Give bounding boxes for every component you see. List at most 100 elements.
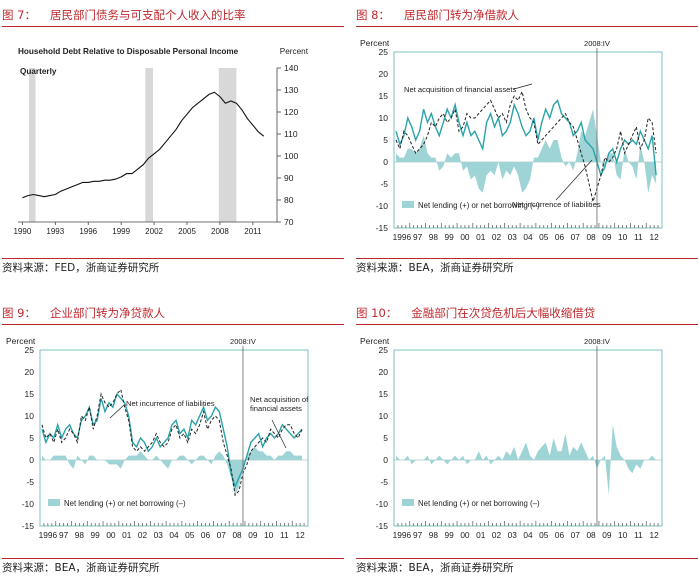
figure-title: 图 7： 居民部门债务与可支配个人收入的比率 bbox=[2, 6, 344, 27]
x-tick-label: 1996 bbox=[39, 530, 58, 540]
x-tick-label: 2005 bbox=[178, 227, 196, 236]
x-tick-label: 05 bbox=[539, 232, 549, 242]
y-tick-label: 25 bbox=[379, 47, 389, 57]
figure-title-text: 居民部门转为净借款人 bbox=[403, 8, 519, 22]
y-tick-label: 70 bbox=[284, 217, 294, 227]
vline-label: 2008:IV bbox=[584, 39, 610, 48]
series-line-debt-to-income bbox=[22, 91, 265, 199]
y-tick-label: 100 bbox=[284, 151, 298, 161]
vline-label: 2008:IV bbox=[584, 337, 610, 346]
x-tick-label: 98 bbox=[429, 530, 439, 540]
y-tick-label: 0 bbox=[383, 455, 388, 465]
x-tick-label: 10 bbox=[264, 530, 274, 540]
y-tick-label: 140 bbox=[284, 63, 298, 73]
x-tick-label: 05 bbox=[185, 530, 195, 540]
y-tick-label: 25 bbox=[379, 345, 389, 355]
figure-title-text: 居民部门债务与可支配个人收入的比率 bbox=[49, 8, 246, 22]
x-tick-label: 99 bbox=[445, 232, 455, 242]
x-tick-label: 2011 bbox=[244, 227, 262, 236]
x-tick-label: 11 bbox=[634, 232, 643, 242]
annotation-label: Net incurrence of liabilities bbox=[512, 200, 601, 209]
x-tick-label: 09 bbox=[248, 530, 258, 540]
x-tick-label: 97 bbox=[413, 530, 423, 540]
y-tick-label: -15 bbox=[376, 521, 389, 531]
x-tick-label: 04 bbox=[169, 530, 179, 540]
x-tick-label: 99 bbox=[445, 530, 455, 540]
x-tick-label: 08 bbox=[586, 530, 596, 540]
figure-source: 资料来源：BEA，浙商证券研究所 bbox=[356, 258, 698, 276]
x-tick-label: 12 bbox=[650, 530, 660, 540]
y-axis-label: Percent bbox=[360, 336, 390, 346]
annotation-arrow bbox=[109, 404, 125, 419]
figure-number: 图 9： bbox=[2, 306, 36, 320]
x-tick-label: 07 bbox=[571, 530, 581, 540]
x-tick-label: 01 bbox=[476, 530, 486, 540]
x-tick-label: 1993 bbox=[46, 227, 64, 236]
series-area-net-lending bbox=[42, 446, 303, 496]
y-tick-label: 20 bbox=[379, 69, 389, 79]
vline-label: 2008:IV bbox=[230, 337, 256, 346]
x-tick-label: 02 bbox=[492, 232, 502, 242]
figure-title: 图 8： 居民部门转为净借款人 bbox=[356, 6, 698, 27]
annotation-arrow bbox=[555, 159, 593, 201]
x-tick-label: 08 bbox=[586, 232, 596, 242]
figure-10-panel: 图 10： 金融部门在次贷危机后大幅收缩借贷 Percent -15 -10 -5 0 5 1… bbox=[356, 304, 698, 580]
annotation-label: Net acquisition of bbox=[250, 395, 309, 404]
figure-number: 图 7： bbox=[2, 8, 36, 22]
figure-source: 资料来源：BEA，浙商证券研究所 bbox=[2, 558, 344, 576]
x-tick-label: 02 bbox=[492, 530, 502, 540]
y-tick-label: -5 bbox=[380, 477, 388, 487]
chart-title: Household Debt Relative to Disposable Pe… bbox=[18, 47, 239, 56]
x-tick-label: 11 bbox=[280, 530, 289, 540]
figure-title: 图 9： 企业部门转为净贷款人 bbox=[2, 304, 344, 325]
y-tick-label: -15 bbox=[376, 223, 389, 233]
x-tick-label: 12 bbox=[296, 530, 306, 540]
x-tick-label: 03 bbox=[154, 530, 164, 540]
series-area-net-lending bbox=[396, 424, 657, 496]
x-tick-label: 00 bbox=[460, 530, 470, 540]
series-line-liabilities bbox=[395, 90, 657, 204]
figure-source: 资料来源：BEA，浙商证券研究所 bbox=[356, 558, 698, 576]
figure-title-text: 金融部门在次贷危机后大幅收缩借贷 bbox=[411, 306, 596, 320]
figure-8-panel: 图 8： 居民部门转为净借款人 Percent -15 -10 -5 0 5 10 15 20 25… bbox=[356, 6, 698, 276]
x-tick-label: 09 bbox=[602, 232, 612, 242]
y-tick-label: 80 bbox=[284, 195, 294, 205]
x-tick-label: 08 bbox=[232, 530, 242, 540]
x-tick-label: 10 bbox=[618, 530, 628, 540]
figure-number: 图 8： bbox=[356, 8, 390, 22]
debt-income-chart: Household Debt Relative to Disposable Pe… bbox=[13, 47, 308, 236]
y-tick-label: 15 bbox=[379, 91, 389, 101]
y-tick-label: 110 bbox=[284, 129, 298, 139]
y-tick-label: 20 bbox=[25, 367, 35, 377]
x-tick-label: 01 bbox=[122, 530, 132, 540]
y-tick-label: 90 bbox=[284, 173, 294, 183]
x-tick-label: 07 bbox=[217, 530, 227, 540]
y-tick-label: -10 bbox=[22, 499, 35, 509]
x-tick-label: 02 bbox=[138, 530, 148, 540]
annotation-arrow bbox=[513, 83, 533, 90]
y-axis-label: Percent bbox=[360, 38, 390, 48]
x-tick-label: 06 bbox=[555, 232, 565, 242]
x-tick-label: 2002 bbox=[145, 227, 163, 236]
figure-number: 图 10： bbox=[356, 306, 398, 320]
legend-label: Net lending (+) or net borrowing (–) bbox=[418, 499, 540, 508]
y-tick-label: 20 bbox=[379, 367, 389, 377]
x-tick-label: 99 bbox=[91, 530, 101, 540]
y-tick-label: 0 bbox=[29, 455, 34, 465]
x-tick-label: 98 bbox=[429, 232, 439, 242]
y-tick-label: -10 bbox=[376, 499, 389, 509]
x-tick-label: 12 bbox=[650, 232, 660, 242]
x-tick-label: 09 bbox=[602, 530, 612, 540]
x-tick-label: 1996 bbox=[393, 530, 412, 540]
x-tick-label: 98 bbox=[75, 530, 85, 540]
x-tick-label: 00 bbox=[460, 232, 470, 242]
y-tick-label: -10 bbox=[376, 201, 389, 211]
annotation-label: Net acquisition of financial assets bbox=[404, 85, 516, 94]
y-tick-label: 130 bbox=[284, 85, 298, 95]
x-tick-label: 11 bbox=[634, 530, 643, 540]
legend-swatch bbox=[402, 499, 414, 506]
x-tick-label: 1990 bbox=[13, 227, 31, 236]
